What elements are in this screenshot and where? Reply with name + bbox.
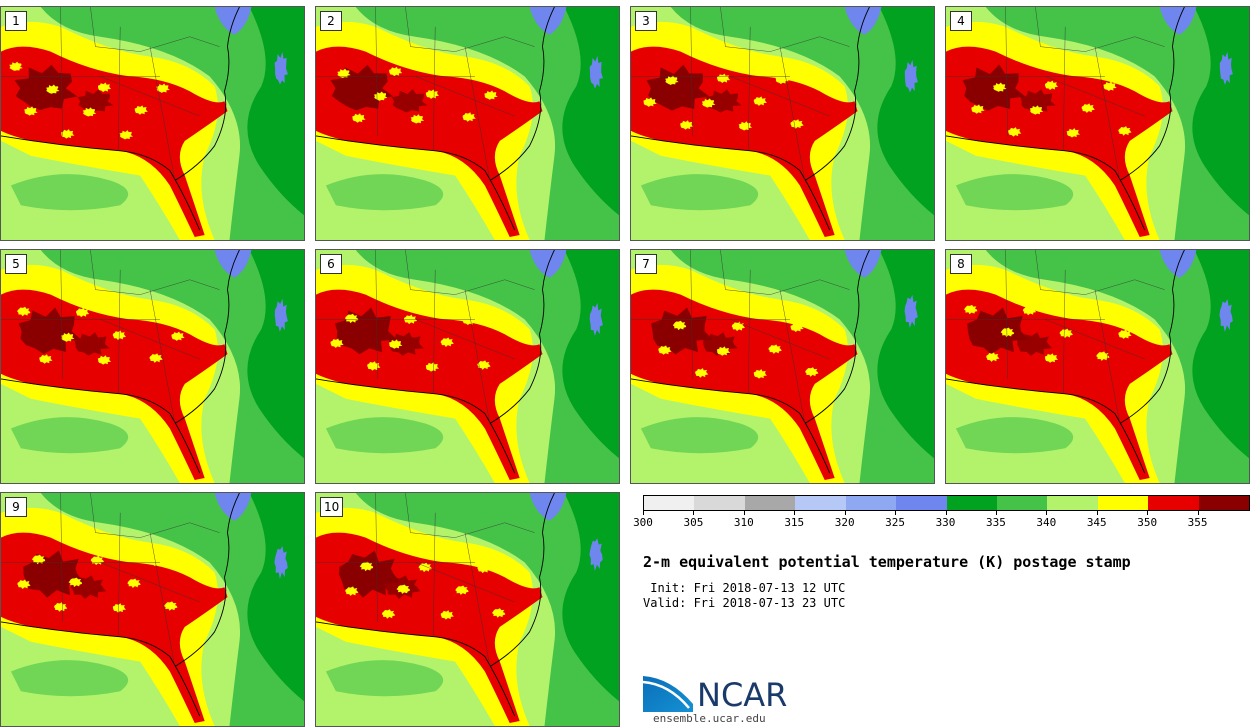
colorbar-bin-2 [744,496,796,510]
panel-number-label: 2 [320,11,342,31]
init-time: Init: Fri 2018-07-13 12 UTC [643,581,846,595]
colorbar-tick-label: 310 [733,516,754,529]
map-panel-2: 2 [315,6,620,241]
colorbar-bin-4 [845,496,897,510]
colorbar-tick-mark [844,511,846,515]
colorbar-bin-1 [694,496,745,510]
colorbar-tick-label: 300 [633,516,653,529]
colorbar-tick-label: 330 [935,516,956,529]
colorbar-bin-11 [1198,496,1250,510]
colorbar-tick-label: 350 [1137,516,1158,529]
colorbar-tick-label: 345 [1086,516,1107,529]
panel-number-label: 10 [320,497,344,517]
colorbar-tick-mark [743,511,745,515]
colorbar-tick-label: 305 [683,516,704,529]
panel-number-label: 4 [950,11,972,31]
map-panel-10: 10 [315,492,620,727]
ncar-logo-icon [643,676,693,712]
colorbar-tick-label: 315 [784,516,805,529]
panel-number-label: 3 [635,11,657,31]
colorbar-tick-mark [1147,511,1149,515]
site-url: ensemble.ucar.edu [653,712,766,725]
colorbar-tick-label: 325 [885,516,906,529]
colorbar-tick-mark [1046,511,1048,515]
map-panel-4: 4 [945,6,1250,241]
colorbar-ticks: 300 305 310 315 320 325 330 335 340 345 350 355 [633,511,1248,531]
chart-title: 2-m equivalent potential temperature (K)… [643,553,1131,571]
colorbar-bin-7 [996,496,1048,510]
panel-number-label: 1 [5,11,27,31]
map-image [631,7,934,240]
map-panel-3: 3 [630,6,935,241]
colorbar-tick-mark [945,511,947,515]
map-panel-9: 9 [0,492,305,727]
map-image [316,250,619,483]
colorbar-tick-mark [693,511,695,515]
colorbar-tick-label: 320 [834,516,855,529]
map-panel-6: 6 [315,249,620,484]
time-info: Init: Fri 2018-07-13 12 UTC Valid: Fri 2… [643,581,845,611]
colorbar-bin-9 [1097,496,1149,510]
colorbar-bin-3 [795,496,846,510]
colorbar-bin-5 [896,496,947,510]
colorbar [643,495,1250,511]
panel-number-label: 6 [320,254,342,274]
panel-number-label: 7 [635,254,657,274]
panel-number-label: 5 [5,254,27,274]
colorbar-bin-10 [1148,496,1199,510]
map-panel-1: 1 [0,6,305,241]
map-panel-5: 5 [0,249,305,484]
map-image [1,7,304,240]
map-panel-7: 7 [630,249,935,484]
map-image [1,493,304,726]
colorbar-tick-label: 335 [985,516,1006,529]
map-panel-8: 8 [945,249,1250,484]
valid-time: Valid: Fri 2018-07-13 23 UTC [643,596,846,610]
panel-number-label: 8 [950,254,972,274]
panel-number-label: 9 [5,497,27,517]
colorbar-bin-0 [644,496,695,510]
colorbar-tick-mark [995,511,997,515]
colorbar-bin-6 [946,496,997,510]
map-image [631,250,934,483]
colorbar-tick-mark [1197,511,1199,515]
map-image [946,7,1249,240]
colorbar-tick-label: 340 [1036,516,1057,529]
colorbar-tick-label: 355 [1187,516,1208,529]
map-image [1,250,304,483]
map-image [316,7,619,240]
map-image [316,493,619,726]
colorbar-tick-mark [895,511,897,515]
colorbar-tick-mark [794,511,796,515]
map-image [946,250,1249,483]
logo-text: NCAR [697,676,788,714]
colorbar-tick-mark [643,511,644,515]
colorbar-tick-mark [1096,511,1098,515]
colorbar-bin-8 [1047,496,1098,510]
